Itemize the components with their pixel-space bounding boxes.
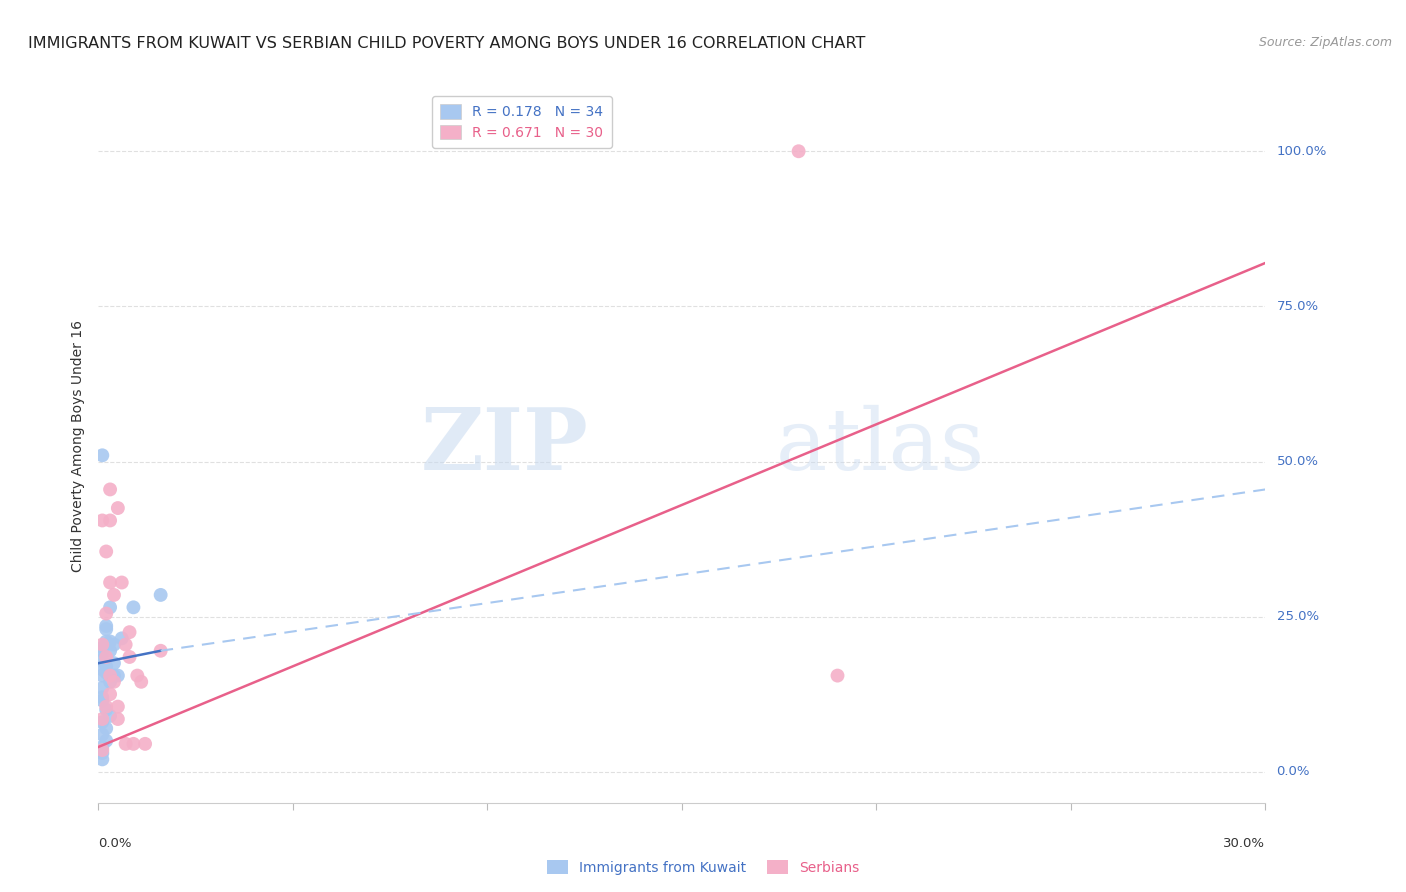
Point	[103, 588, 125, 602]
Point	[91, 752, 114, 766]
Point	[118, 650, 141, 665]
Point	[103, 656, 125, 670]
Point	[91, 690, 114, 705]
Point	[107, 668, 129, 682]
Point	[98, 513, 121, 527]
Point	[98, 668, 121, 682]
Text: atlas: atlas	[775, 404, 984, 488]
Point	[149, 588, 172, 602]
Point	[91, 668, 114, 682]
Point	[114, 737, 136, 751]
Point	[103, 674, 125, 689]
Point	[91, 644, 114, 658]
Point	[96, 733, 118, 747]
Point	[107, 501, 129, 516]
Point	[91, 739, 114, 754]
Text: 0.0%: 0.0%	[1277, 765, 1310, 779]
Text: Source: ZipAtlas.com: Source: ZipAtlas.com	[1258, 36, 1392, 49]
Point	[98, 709, 121, 723]
Legend: R = 0.178   N = 34, R = 0.671   N = 30: R = 0.178 N = 34, R = 0.671 N = 30	[432, 96, 612, 148]
Point	[103, 638, 125, 652]
Point	[107, 699, 129, 714]
Point	[98, 674, 121, 689]
Text: 50.0%: 50.0%	[1277, 455, 1319, 468]
Y-axis label: Child Poverty Among Boys Under 16: Child Poverty Among Boys Under 16	[72, 320, 86, 572]
Point	[98, 644, 121, 658]
Point	[91, 448, 114, 462]
Point	[91, 743, 114, 757]
Point	[827, 668, 849, 682]
Point	[134, 737, 156, 751]
Text: 100.0%: 100.0%	[1277, 145, 1327, 158]
Point	[111, 632, 134, 646]
Point	[96, 607, 118, 621]
Point	[122, 737, 145, 751]
Point	[96, 650, 118, 665]
Legend: Immigrants from Kuwait, Serbians: Immigrants from Kuwait, Serbians	[541, 855, 865, 880]
Point	[91, 513, 114, 527]
Point	[91, 681, 114, 695]
Point	[103, 668, 125, 682]
Point	[91, 712, 114, 726]
Point	[96, 622, 118, 636]
Text: 0.0%: 0.0%	[98, 837, 132, 850]
Point	[107, 712, 129, 726]
Point	[98, 634, 121, 648]
Point	[98, 483, 121, 497]
Point	[96, 659, 118, 673]
Point	[91, 693, 114, 707]
Point	[91, 715, 114, 730]
Point	[127, 668, 149, 682]
Point	[111, 575, 134, 590]
Point	[98, 600, 121, 615]
Point	[91, 653, 114, 667]
Point	[787, 145, 810, 159]
Point	[91, 638, 114, 652]
Point	[114, 638, 136, 652]
Point	[129, 674, 152, 689]
Text: ZIP: ZIP	[420, 404, 589, 488]
Point	[96, 703, 118, 717]
Point	[122, 600, 145, 615]
Point	[96, 634, 118, 648]
Point	[96, 544, 118, 558]
Text: 25.0%: 25.0%	[1277, 610, 1319, 624]
Point	[96, 722, 118, 736]
Point	[91, 727, 114, 741]
Point	[96, 665, 118, 680]
Text: IMMIGRANTS FROM KUWAIT VS SERBIAN CHILD POVERTY AMONG BOYS UNDER 16 CORRELATION : IMMIGRANTS FROM KUWAIT VS SERBIAN CHILD …	[28, 36, 866, 51]
Point	[149, 644, 172, 658]
Point	[96, 619, 118, 633]
Point	[91, 746, 114, 760]
Point	[91, 662, 114, 676]
Point	[96, 699, 118, 714]
Point	[91, 640, 114, 655]
Point	[118, 625, 141, 640]
Text: 75.0%: 75.0%	[1277, 300, 1319, 313]
Point	[98, 687, 121, 701]
Point	[98, 575, 121, 590]
Text: 30.0%: 30.0%	[1223, 837, 1265, 850]
